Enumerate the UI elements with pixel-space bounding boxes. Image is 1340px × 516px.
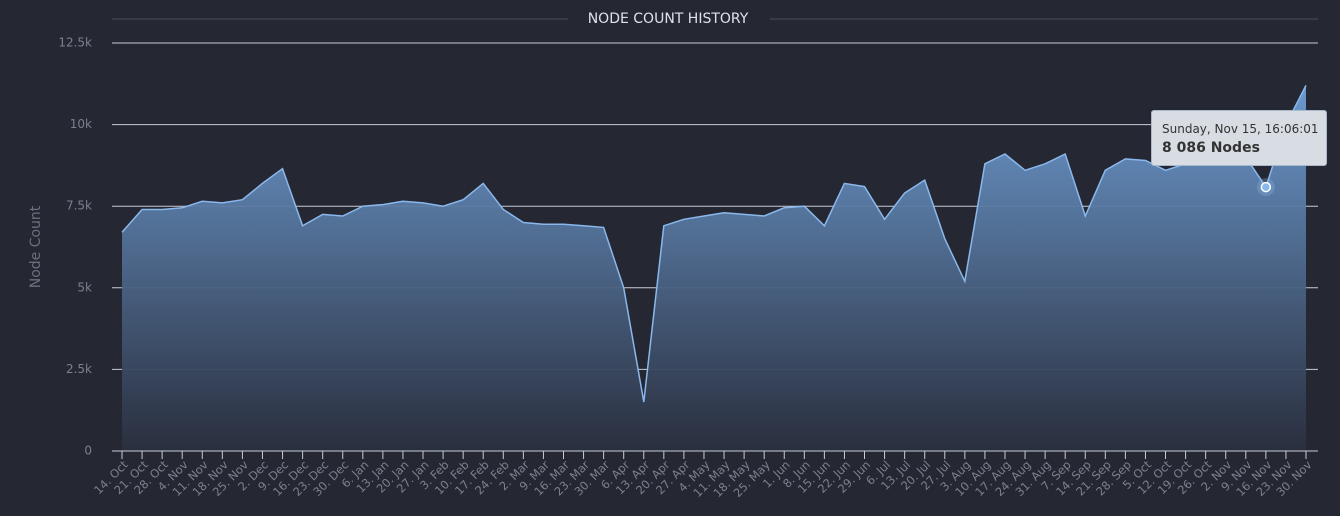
y-tick-label: 0 bbox=[84, 444, 92, 458]
chart-title: NODE COUNT HISTORY bbox=[588, 11, 749, 27]
y-axis-title: Node Count bbox=[28, 205, 44, 288]
area-line bbox=[121, 85, 1307, 403]
area bbox=[122, 85, 1306, 452]
tooltip-header: Sunday, Nov 15, 16:06:01 bbox=[1162, 122, 1319, 136]
y-tick-label: 7.5k bbox=[66, 199, 92, 213]
y-tick-label: 5k bbox=[77, 280, 92, 294]
y-tick-label: 12.5k bbox=[58, 36, 92, 50]
y-tick-label: 2.5k bbox=[66, 362, 92, 376]
tooltip-value: 8 086 Nodes bbox=[1162, 140, 1260, 156]
y-tick-label: 10k bbox=[70, 117, 92, 131]
tooltip-point bbox=[1260, 181, 1272, 193]
tooltip: Sunday, Nov 15, 16:06:01 8 086 Nodes bbox=[1151, 110, 1327, 166]
